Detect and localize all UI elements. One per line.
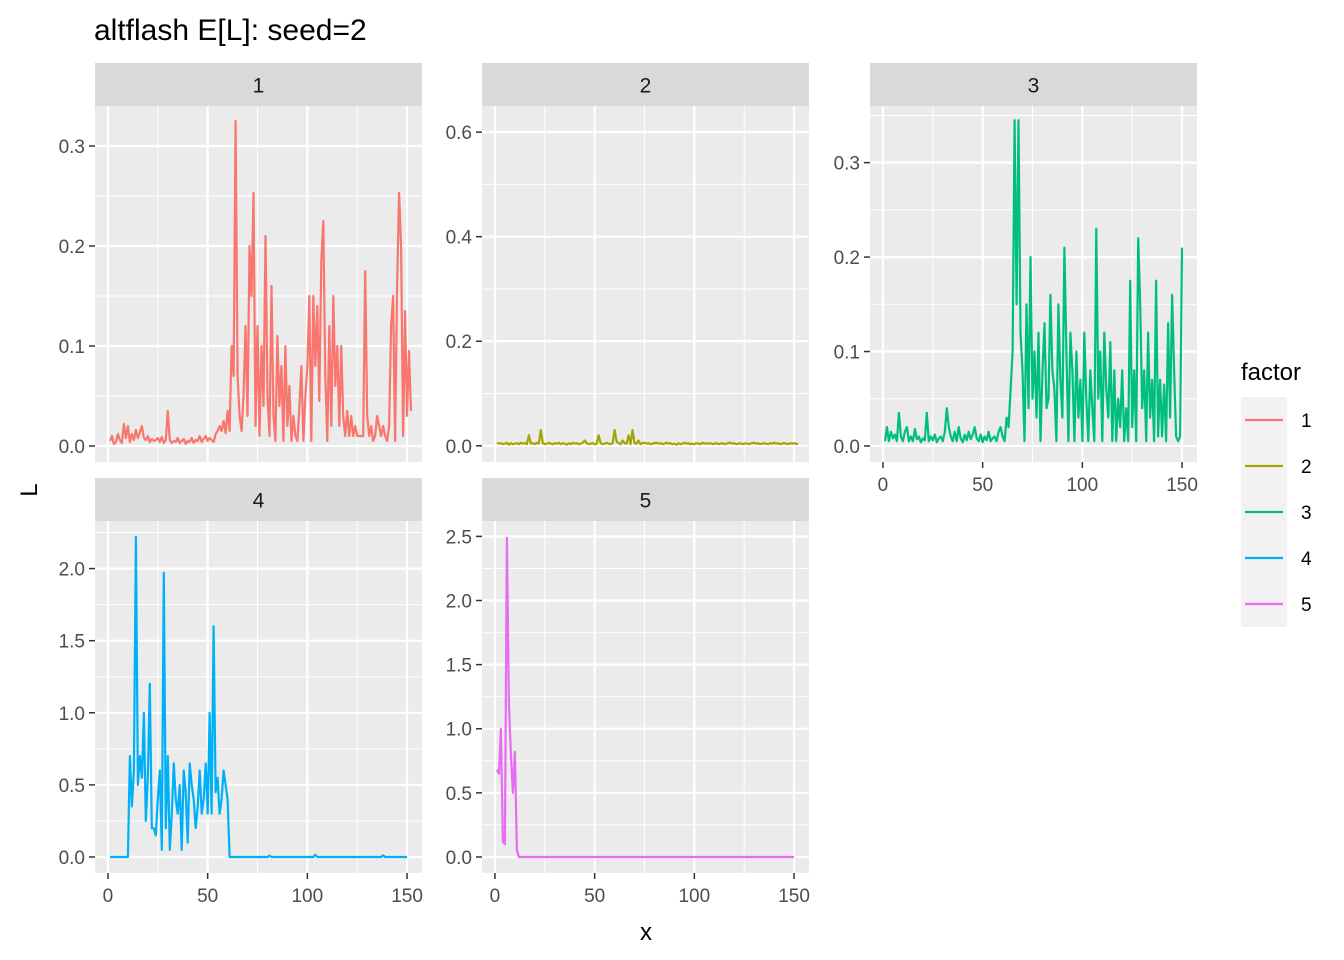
strip-2 — [482, 63, 809, 106]
legend-title: factor — [1241, 359, 1301, 386]
x-tick-label: 0 — [103, 886, 114, 907]
strip-label-2: 2 — [640, 75, 652, 98]
x-tick-label: 0 — [878, 475, 889, 496]
strip-4 — [95, 478, 422, 521]
strip-label-5: 5 — [640, 490, 652, 513]
panel-2: 2 0.0 0.2 0.4 0.6 — [446, 63, 809, 462]
series-line-5 — [496, 536, 794, 859]
x-tick-label: 50 — [584, 886, 605, 907]
x-tick-label: 100 — [1066, 475, 1098, 496]
strip-label-3: 3 — [1028, 75, 1040, 98]
panel-background-3 — [870, 106, 1197, 462]
legend-label-4: 4 — [1301, 549, 1312, 570]
x-tick-label: 50 — [197, 886, 218, 907]
strip-1 — [95, 63, 422, 106]
y-tick-label: 2.0 — [59, 560, 85, 581]
x-tick-label: 150 — [1166, 475, 1198, 496]
series-line-2 — [496, 429, 799, 446]
facet-panels: 1 0.0 0.1 0.2 0.3 2 0.0 0.2 0.4 0.6 3 0.0 0.1 0.2 0.3 4… — [59, 63, 1197, 873]
y-tick-label: 1.5 — [446, 656, 472, 677]
y-tick-label: 1.5 — [59, 632, 85, 653]
x-tick-label: 100 — [678, 886, 710, 907]
x-tick-label: 0 — [490, 886, 501, 907]
panel-background-4 — [95, 521, 422, 873]
x-tick-label: 150 — [391, 886, 423, 907]
y-tick-label: 1.0 — [446, 720, 472, 741]
strip-label-4: 4 — [253, 490, 265, 513]
legend: factor 1 2 3 4 5 — [1241, 359, 1312, 627]
y-tick-label: 0.5 — [446, 784, 472, 805]
y-tick-label: 0.2 — [446, 332, 472, 353]
y-tick-label: 0.4 — [446, 228, 473, 249]
y-tick-label: 0.3 — [834, 154, 860, 175]
series-line-4 — [110, 535, 407, 859]
x-tick-label: 50 — [972, 475, 993, 496]
y-tick-label: 0.0 — [59, 848, 85, 869]
chart-title: altflash E[L]: seed=2 — [94, 14, 367, 47]
y-tick-label: 0.2 — [59, 237, 85, 258]
legend-label-2: 2 — [1301, 457, 1312, 478]
series-line-1 — [108, 119, 413, 446]
legend-label-1: 1 — [1301, 411, 1312, 432]
legend-label-5: 5 — [1301, 595, 1312, 616]
y-tick-label: 0.0 — [446, 437, 472, 458]
y-tick-label: 2.5 — [446, 527, 472, 548]
y-tick-label: 0.6 — [446, 123, 472, 144]
x-tick-label: 100 — [291, 886, 323, 907]
strip-label-1: 1 — [253, 75, 265, 98]
panel-4: 4 0.0 0.5 1.0 1.5 2.0 — [59, 478, 422, 873]
y-tick-label: 0.0 — [834, 437, 860, 458]
y-axis-label: L — [16, 483, 43, 496]
x-axis-label: x — [640, 919, 652, 946]
x-tick-label: 150 — [778, 886, 810, 907]
y-tick-label: 1.0 — [59, 704, 85, 725]
panel-background-2 — [482, 106, 809, 462]
strip-5 — [482, 478, 809, 521]
panel-3: 3 0.0 0.1 0.2 0.3 — [834, 63, 1197, 462]
y-tick-label: 0.2 — [834, 248, 860, 269]
x-axes: 0 50 100 150 0 50 100 150 0 50 100 150 — [103, 462, 1198, 907]
legend-label-3: 3 — [1301, 503, 1312, 524]
y-tick-label: 0.0 — [59, 437, 85, 458]
y-tick-label: 2.0 — [446, 592, 472, 613]
panel-1: 1 0.0 0.1 0.2 0.3 — [59, 63, 422, 462]
strip-3 — [870, 63, 1197, 106]
y-tick-label: 0.1 — [59, 337, 85, 358]
y-tick-label: 0.1 — [834, 343, 860, 364]
y-tick-label: 0.3 — [59, 137, 85, 158]
series-line-3 — [883, 119, 1184, 444]
y-tick-label: 0.5 — [59, 776, 85, 797]
y-tick-label: 0.0 — [446, 848, 472, 869]
panel-5: 5 0.0 0.5 1.0 1.5 2.0 2.5 — [446, 478, 809, 873]
